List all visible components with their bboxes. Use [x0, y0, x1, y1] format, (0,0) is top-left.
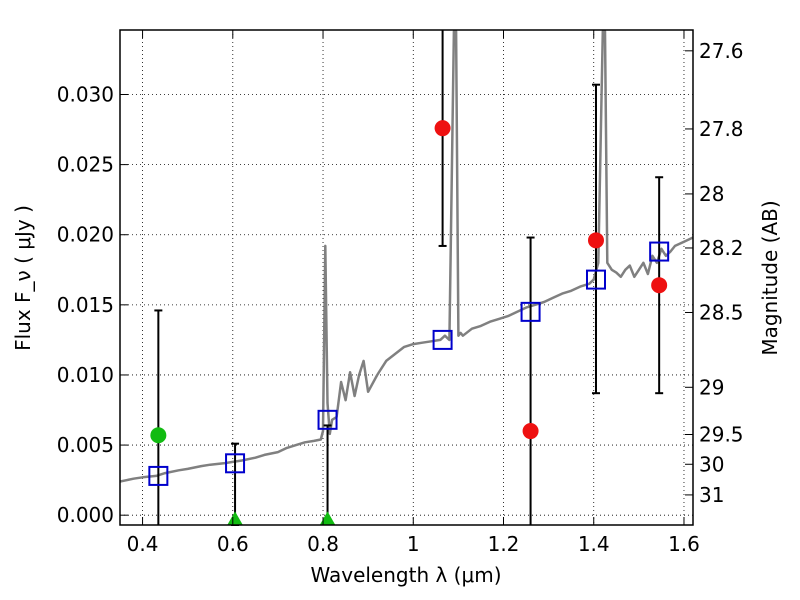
model-photometry-square	[585, 269, 606, 290]
upper-limit-triangle	[227, 511, 244, 526]
x-axis-title: Wavelength λ (μm)	[310, 563, 501, 587]
model-spectrum-line	[120, 30, 693, 483]
plot-frame	[119, 29, 694, 526]
y2-tick-label: 28.2	[699, 236, 744, 260]
y2-tick-label: 31	[699, 483, 724, 507]
y2-tick-label: 28.5	[699, 300, 744, 324]
plot-area	[120, 30, 693, 483]
red-measurement-point	[587, 232, 604, 249]
x-tick-label: 0.8	[307, 532, 339, 556]
x-tick-label: 1	[407, 532, 420, 556]
model-photometry-square	[225, 453, 246, 474]
y2-tick-label: 30	[699, 452, 724, 476]
model-photometry-square	[649, 241, 670, 262]
y2-tick-label: 27.6	[699, 39, 744, 63]
y-tick-label: 0.025	[57, 153, 114, 177]
upper-limit-triangle	[319, 511, 336, 526]
model-photometry-square	[432, 329, 453, 350]
markers	[148, 30, 670, 526]
y-axis-title: Flux F_ν ( μJy )	[11, 205, 35, 351]
y-tick-label: 0.020	[57, 223, 114, 247]
model-photometry-square	[317, 409, 338, 430]
grid	[120, 30, 693, 525]
y2-axis-title: Magnitude (AB)	[758, 200, 782, 355]
y2-tick-label: 28	[699, 182, 724, 206]
y-tick-label: 0.010	[57, 363, 114, 387]
model-photometry-square	[520, 301, 541, 322]
red-measurement-point	[651, 277, 668, 294]
tick-labels: 0.4 0.6 0.8 1 1.2 1.4 1.6 0.000 0.005 0.010 0.015 0…	[57, 39, 744, 556]
x-tick-label: 1.6	[668, 532, 700, 556]
ticks	[120, 30, 693, 525]
y-tick-label: 0.000	[57, 503, 114, 527]
y2-tick-label: 29.5	[699, 422, 744, 446]
y2-tick-label: 27.8	[699, 117, 744, 141]
y-tick-label: 0.030	[57, 83, 114, 107]
x-tick-label: 1.4	[578, 532, 610, 556]
green-measurement-point	[150, 427, 167, 444]
model-photometry-square	[148, 465, 169, 486]
y2-tick-label: 29	[699, 375, 724, 399]
x-tick-label: 0.4	[127, 532, 159, 556]
y-tick-label: 0.005	[57, 433, 114, 457]
red-measurement-point	[522, 423, 539, 440]
y-tick-label: 0.015	[57, 293, 114, 317]
x-tick-label: 1.2	[488, 532, 520, 556]
x-tick-label: 0.6	[217, 532, 249, 556]
red-measurement-point	[434, 120, 451, 137]
